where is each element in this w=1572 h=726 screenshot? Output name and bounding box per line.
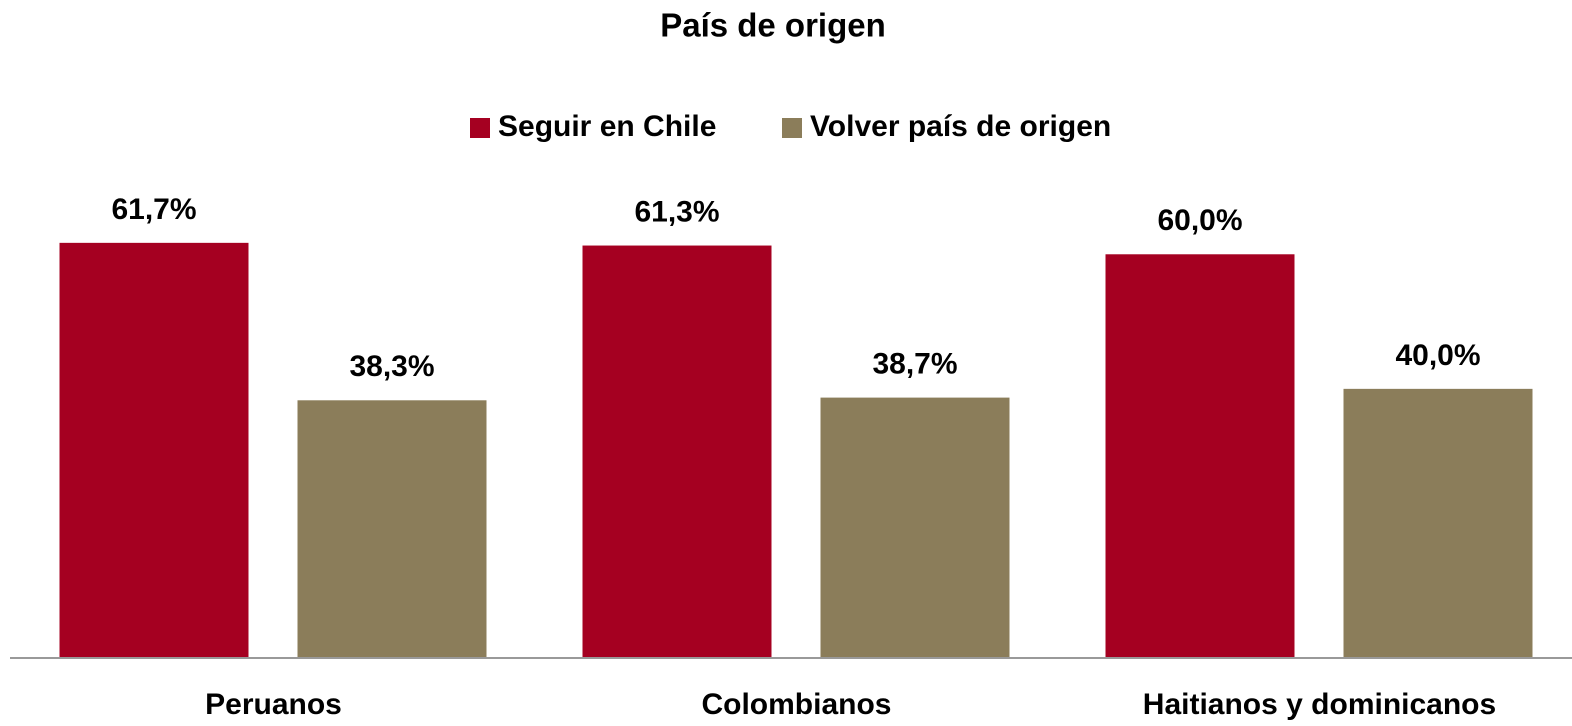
bar: [59, 242, 249, 658]
legend-swatch: [782, 118, 802, 138]
value-label: 38,7%: [872, 348, 957, 381]
value-label: 61,7%: [111, 193, 196, 226]
bar: [297, 400, 487, 658]
bar: [582, 245, 772, 658]
bar: [1343, 388, 1533, 658]
value-label: 40,0%: [1395, 339, 1480, 372]
legend-label: Seguir en Chile: [498, 110, 716, 143]
x-tick-label: Peruanos: [205, 688, 342, 721]
bar: [820, 397, 1010, 658]
legend-label: Volver país de origen: [810, 110, 1111, 143]
chart-title: País de origen: [660, 7, 886, 44]
value-label: 38,3%: [349, 350, 434, 383]
value-label: 61,3%: [634, 195, 719, 228]
x-tick-label: Haitianos y dominicanos: [1143, 688, 1496, 721]
legend-swatch: [470, 118, 490, 138]
x-tick-label: Colombianos: [701, 688, 891, 721]
bar: [1105, 254, 1295, 659]
value-label: 60,0%: [1157, 204, 1242, 237]
